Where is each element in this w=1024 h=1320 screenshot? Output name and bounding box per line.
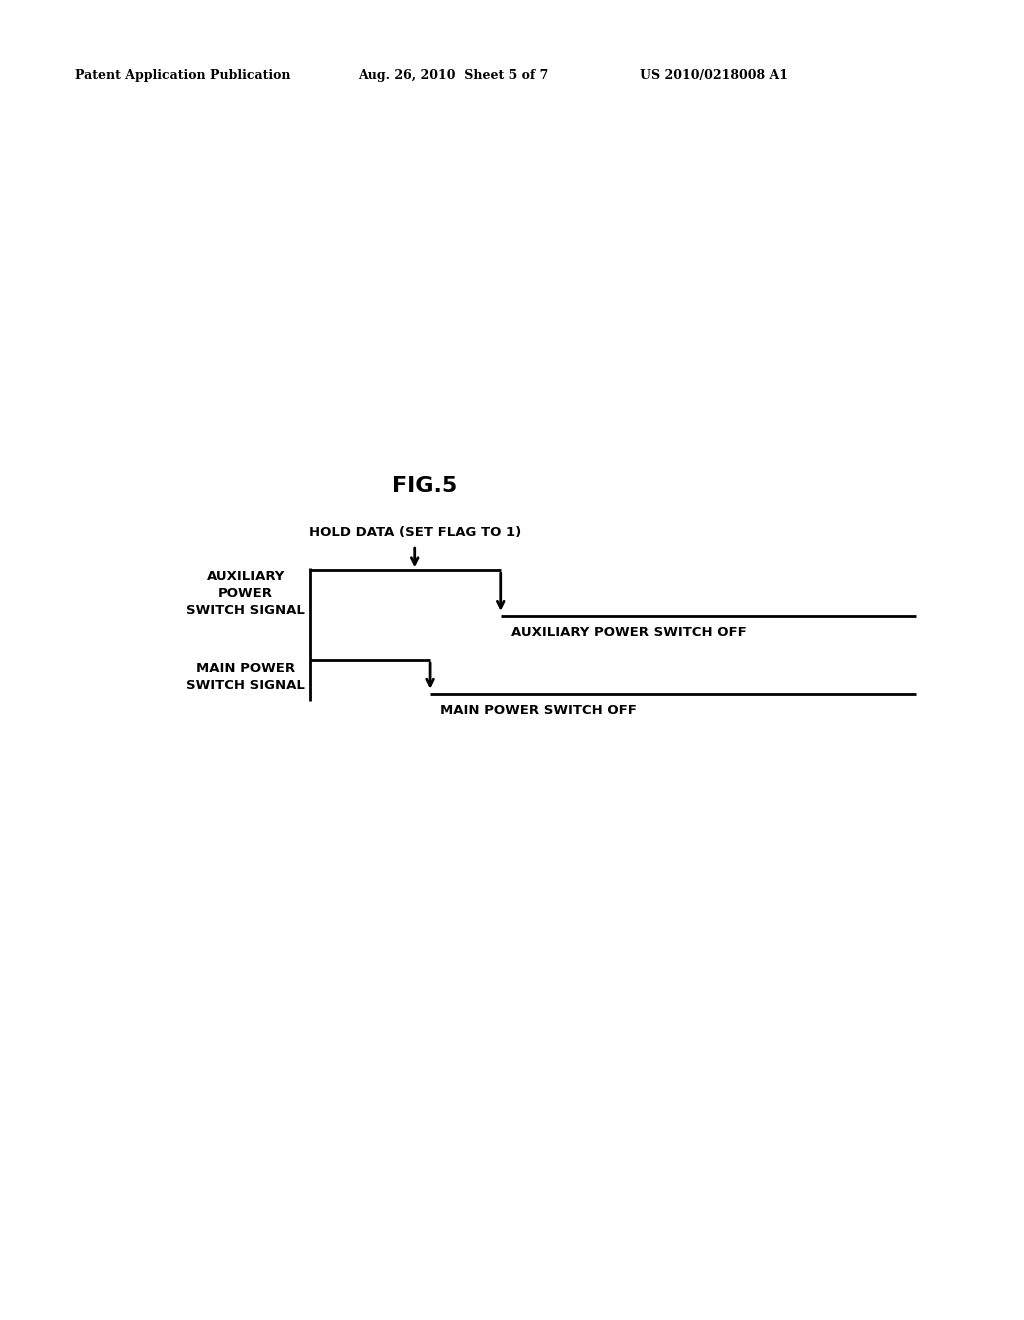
Text: MAIN POWER
SWITCH SIGNAL: MAIN POWER SWITCH SIGNAL	[186, 663, 305, 692]
Text: AUXILIARY POWER SWITCH OFF: AUXILIARY POWER SWITCH OFF	[511, 626, 746, 639]
Text: Aug. 26, 2010  Sheet 5 of 7: Aug. 26, 2010 Sheet 5 of 7	[358, 69, 549, 82]
Text: US 2010/0218008 A1: US 2010/0218008 A1	[640, 69, 788, 82]
Text: AUXILIARY
POWER
SWITCH SIGNAL: AUXILIARY POWER SWITCH SIGNAL	[186, 570, 305, 616]
Text: Patent Application Publication: Patent Application Publication	[75, 69, 290, 82]
Text: MAIN POWER SWITCH OFF: MAIN POWER SWITCH OFF	[440, 704, 637, 717]
Text: FIG.5: FIG.5	[392, 475, 458, 496]
Text: HOLD DATA (SET FLAG TO 1): HOLD DATA (SET FLAG TO 1)	[308, 525, 521, 539]
